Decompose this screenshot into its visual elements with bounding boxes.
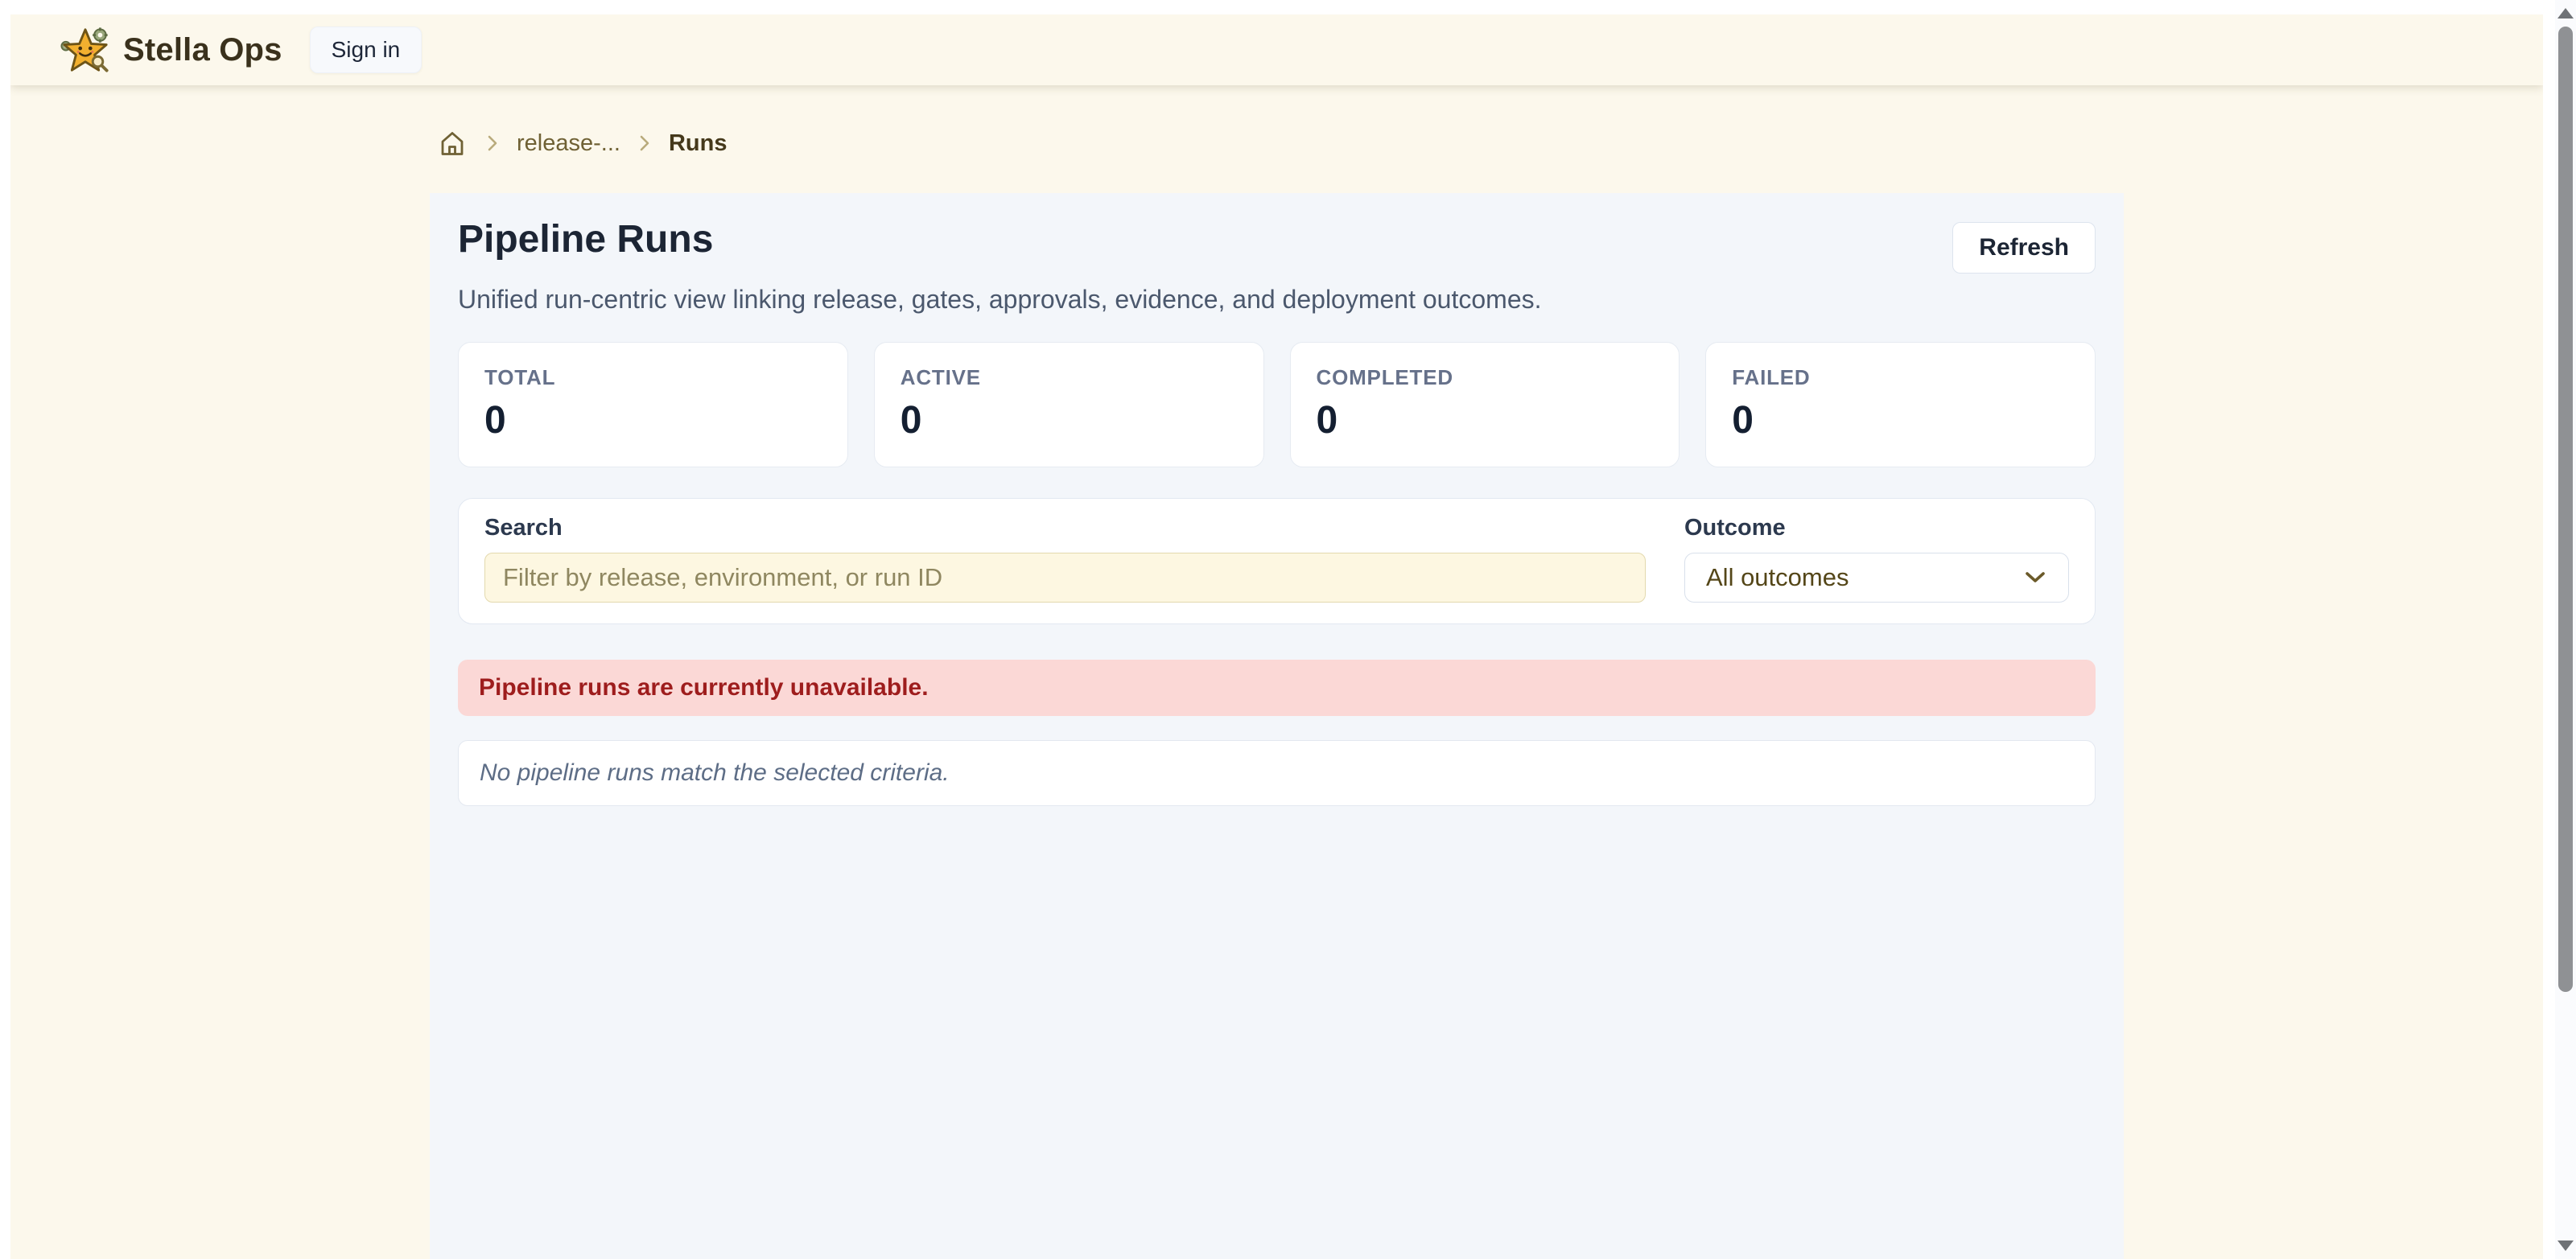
- stat-label: ACTIVE: [900, 365, 981, 389]
- breadcrumb-item-runs: Runs: [668, 130, 727, 156]
- stat-value: 0: [1732, 399, 1754, 442]
- pipeline-runs-panel: Pipeline Runs Refresh Unified run-centri…: [430, 193, 2124, 1259]
- chevron-right-icon: [638, 133, 651, 154]
- stats-row: TOTAL 0 ACTIVE 0 COMPLETED 0 FAILED 0: [458, 342, 2096, 467]
- page-subtitle: Unified run-centric view linking release…: [458, 285, 1542, 314]
- stat-card-active: ACTIVE 0: [873, 342, 1264, 467]
- breadcrumb-item-release[interactable]: release-...: [517, 130, 620, 156]
- scrollbar-down-arrow[interactable]: [2557, 1240, 2574, 1251]
- top-bar: Stella Ops Sign in: [10, 14, 2543, 85]
- stat-value: 0: [484, 399, 506, 442]
- search-input[interactable]: [484, 553, 1646, 603]
- chevron-right-icon: [486, 133, 499, 154]
- stat-label: TOTAL: [484, 365, 556, 389]
- app-window: Stella Ops Sign in release-...: [10, 14, 2543, 1259]
- app-title: Stella Ops: [123, 31, 282, 68]
- search-label: Search: [484, 515, 563, 541]
- stella-ops-logo-icon: [60, 25, 110, 75]
- refresh-button[interactable]: Refresh: [1952, 222, 2096, 274]
- outcome-label: Outcome: [1684, 515, 1786, 541]
- chevron-down-icon: [2023, 563, 2047, 592]
- filters-card: Search Outcome All outcomes: [458, 498, 2096, 624]
- empty-state-message: No pipeline runs match the selected crit…: [458, 740, 2096, 806]
- outcome-select[interactable]: All outcomes: [1684, 553, 2069, 603]
- home-icon[interactable]: [436, 127, 468, 159]
- stat-card-failed: FAILED 0: [1705, 342, 2096, 467]
- sign-in-button[interactable]: Sign in: [309, 27, 422, 73]
- vertical-scrollbar: [2555, 0, 2576, 1259]
- stat-label: FAILED: [1732, 365, 1811, 389]
- scrollbar-up-arrow[interactable]: [2557, 8, 2574, 19]
- search-field-group: Search: [484, 515, 1646, 603]
- stat-label: COMPLETED: [1316, 365, 1453, 389]
- brand-link[interactable]: Stella Ops: [60, 25, 282, 75]
- outcome-field-group: Outcome All outcomes: [1684, 515, 2069, 603]
- title-row: Pipeline Runs Refresh: [458, 217, 2096, 274]
- outcome-selected-value: All outcomes: [1706, 563, 1849, 591]
- page-title: Pipeline Runs: [458, 218, 714, 261]
- breadcrumb: release-... Runs: [430, 125, 2124, 161]
- stat-card-completed: COMPLETED 0: [1289, 342, 1680, 467]
- stat-card-total: TOTAL 0: [458, 342, 848, 467]
- content-column: release-... Runs Pipeline Runs Refresh U…: [430, 125, 2124, 1259]
- scrollbar-thumb[interactable]: [2558, 27, 2573, 992]
- stat-value: 0: [1316, 399, 1338, 442]
- stat-value: 0: [900, 399, 922, 442]
- error-alert: Pipeline runs are currently unavailable.: [458, 660, 2096, 716]
